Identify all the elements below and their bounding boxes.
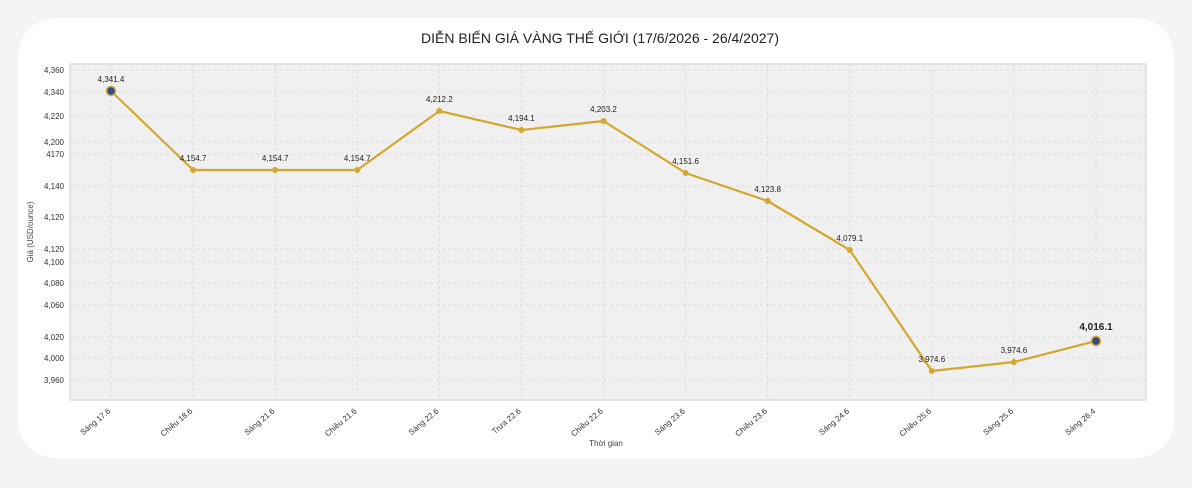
y-tick-label: 4,140 <box>44 182 65 191</box>
data-label: 4,154.7 <box>180 154 207 163</box>
data-labels: 4,341.4 4,154.7 4,154.7 4,154.7 4,212.2 4,194… <box>98 75 1113 364</box>
y-tick-label: 4170 <box>46 150 64 159</box>
y-axis-ticks: 4,360 4,340 4,220 4,200 4170 4,140 4,120 4,120 4… <box>44 66 65 385</box>
data-point <box>1010 359 1017 365</box>
x-tick-label: Chiều 22.6 <box>569 406 605 438</box>
y-tick-label: 4,120 <box>44 245 65 254</box>
data-point <box>518 127 525 133</box>
grid <box>70 64 1146 400</box>
data-point <box>682 170 689 176</box>
data-points <box>105 85 1102 374</box>
x-tick-label: Chiều 25.6 <box>898 406 934 438</box>
y-axis-label: Giá (USD/ounce) <box>26 201 35 262</box>
data-point <box>436 108 443 114</box>
y-tick-label: 4,000 <box>44 354 65 363</box>
data-point <box>928 368 935 374</box>
x-tick-label: Sáng 26.4 <box>1064 406 1098 437</box>
y-tick-label: 3,960 <box>44 376 65 385</box>
data-label: 4,151.6 <box>672 157 699 166</box>
x-tick-label: Chiều 21.6 <box>323 406 359 438</box>
data-point <box>272 167 279 173</box>
data-point <box>846 247 853 253</box>
x-axis-ticks: Sáng 17.6 Chiều 18.6 Sáng 21.6 Chiều 21.6 Sá… <box>79 406 1098 438</box>
x-tick-label: Sáng 22.6 <box>407 406 441 437</box>
x-axis-label: Thời gian <box>589 439 623 448</box>
data-label: 4,123.8 <box>754 185 781 194</box>
data-point <box>600 118 607 124</box>
x-tick-label: Sáng 17.6 <box>79 406 113 437</box>
plot-area <box>69 63 1147 401</box>
data-label: 4,079.1 <box>836 234 863 243</box>
data-point <box>1090 335 1102 347</box>
chart-card: DIỄN BIẾN GIÁ VÀNG THẾ GIỚI (17/6/2026 -… <box>18 18 1174 458</box>
data-label: 4,016.1 <box>1079 322 1113 333</box>
data-label: 4,203.2 <box>590 105 617 114</box>
data-label: 4,341.4 <box>98 75 125 84</box>
x-tick-label: Sáng 24.6 <box>817 406 851 437</box>
x-tick-label: Sáng 23.6 <box>653 406 687 437</box>
data-label: 3,974.6 <box>1001 346 1028 355</box>
x-tick-label: Trưa 22.6 <box>490 406 523 436</box>
data-point <box>105 85 117 97</box>
x-tick-label: Sáng 21.6 <box>243 406 277 437</box>
y-tick-label: 4,100 <box>44 258 65 267</box>
y-tick-label: 4,080 <box>44 279 65 288</box>
data-label: 4,194.1 <box>508 114 535 123</box>
data-label: 4,212.2 <box>426 95 453 104</box>
y-tick-label: 4,340 <box>44 88 65 97</box>
y-tick-label: 4,060 <box>44 301 65 310</box>
x-tick-label: Sáng 25.6 <box>981 406 1015 437</box>
y-tick-label: 4,220 <box>44 112 65 121</box>
y-tick-label: 4,200 <box>44 138 65 147</box>
chart-title: DIỄN BIẾN GIÁ VÀNG THẾ GIỚI (17/6/2026 -… <box>421 30 779 46</box>
data-label: 4,154.7 <box>344 154 371 163</box>
data-point <box>354 167 361 173</box>
data-point <box>190 167 197 173</box>
data-label: 4,154.7 <box>262 154 289 163</box>
y-tick-label: 4,020 <box>44 333 65 342</box>
data-point <box>764 198 771 204</box>
y-tick-label: 4,120 <box>44 213 65 222</box>
x-tick-label: Chiều 23.6 <box>734 406 770 438</box>
x-tick-label: Chiều 18.6 <box>159 406 195 438</box>
y-tick-label: 4,360 <box>44 66 65 75</box>
data-label: 3,974.6 <box>918 355 945 364</box>
